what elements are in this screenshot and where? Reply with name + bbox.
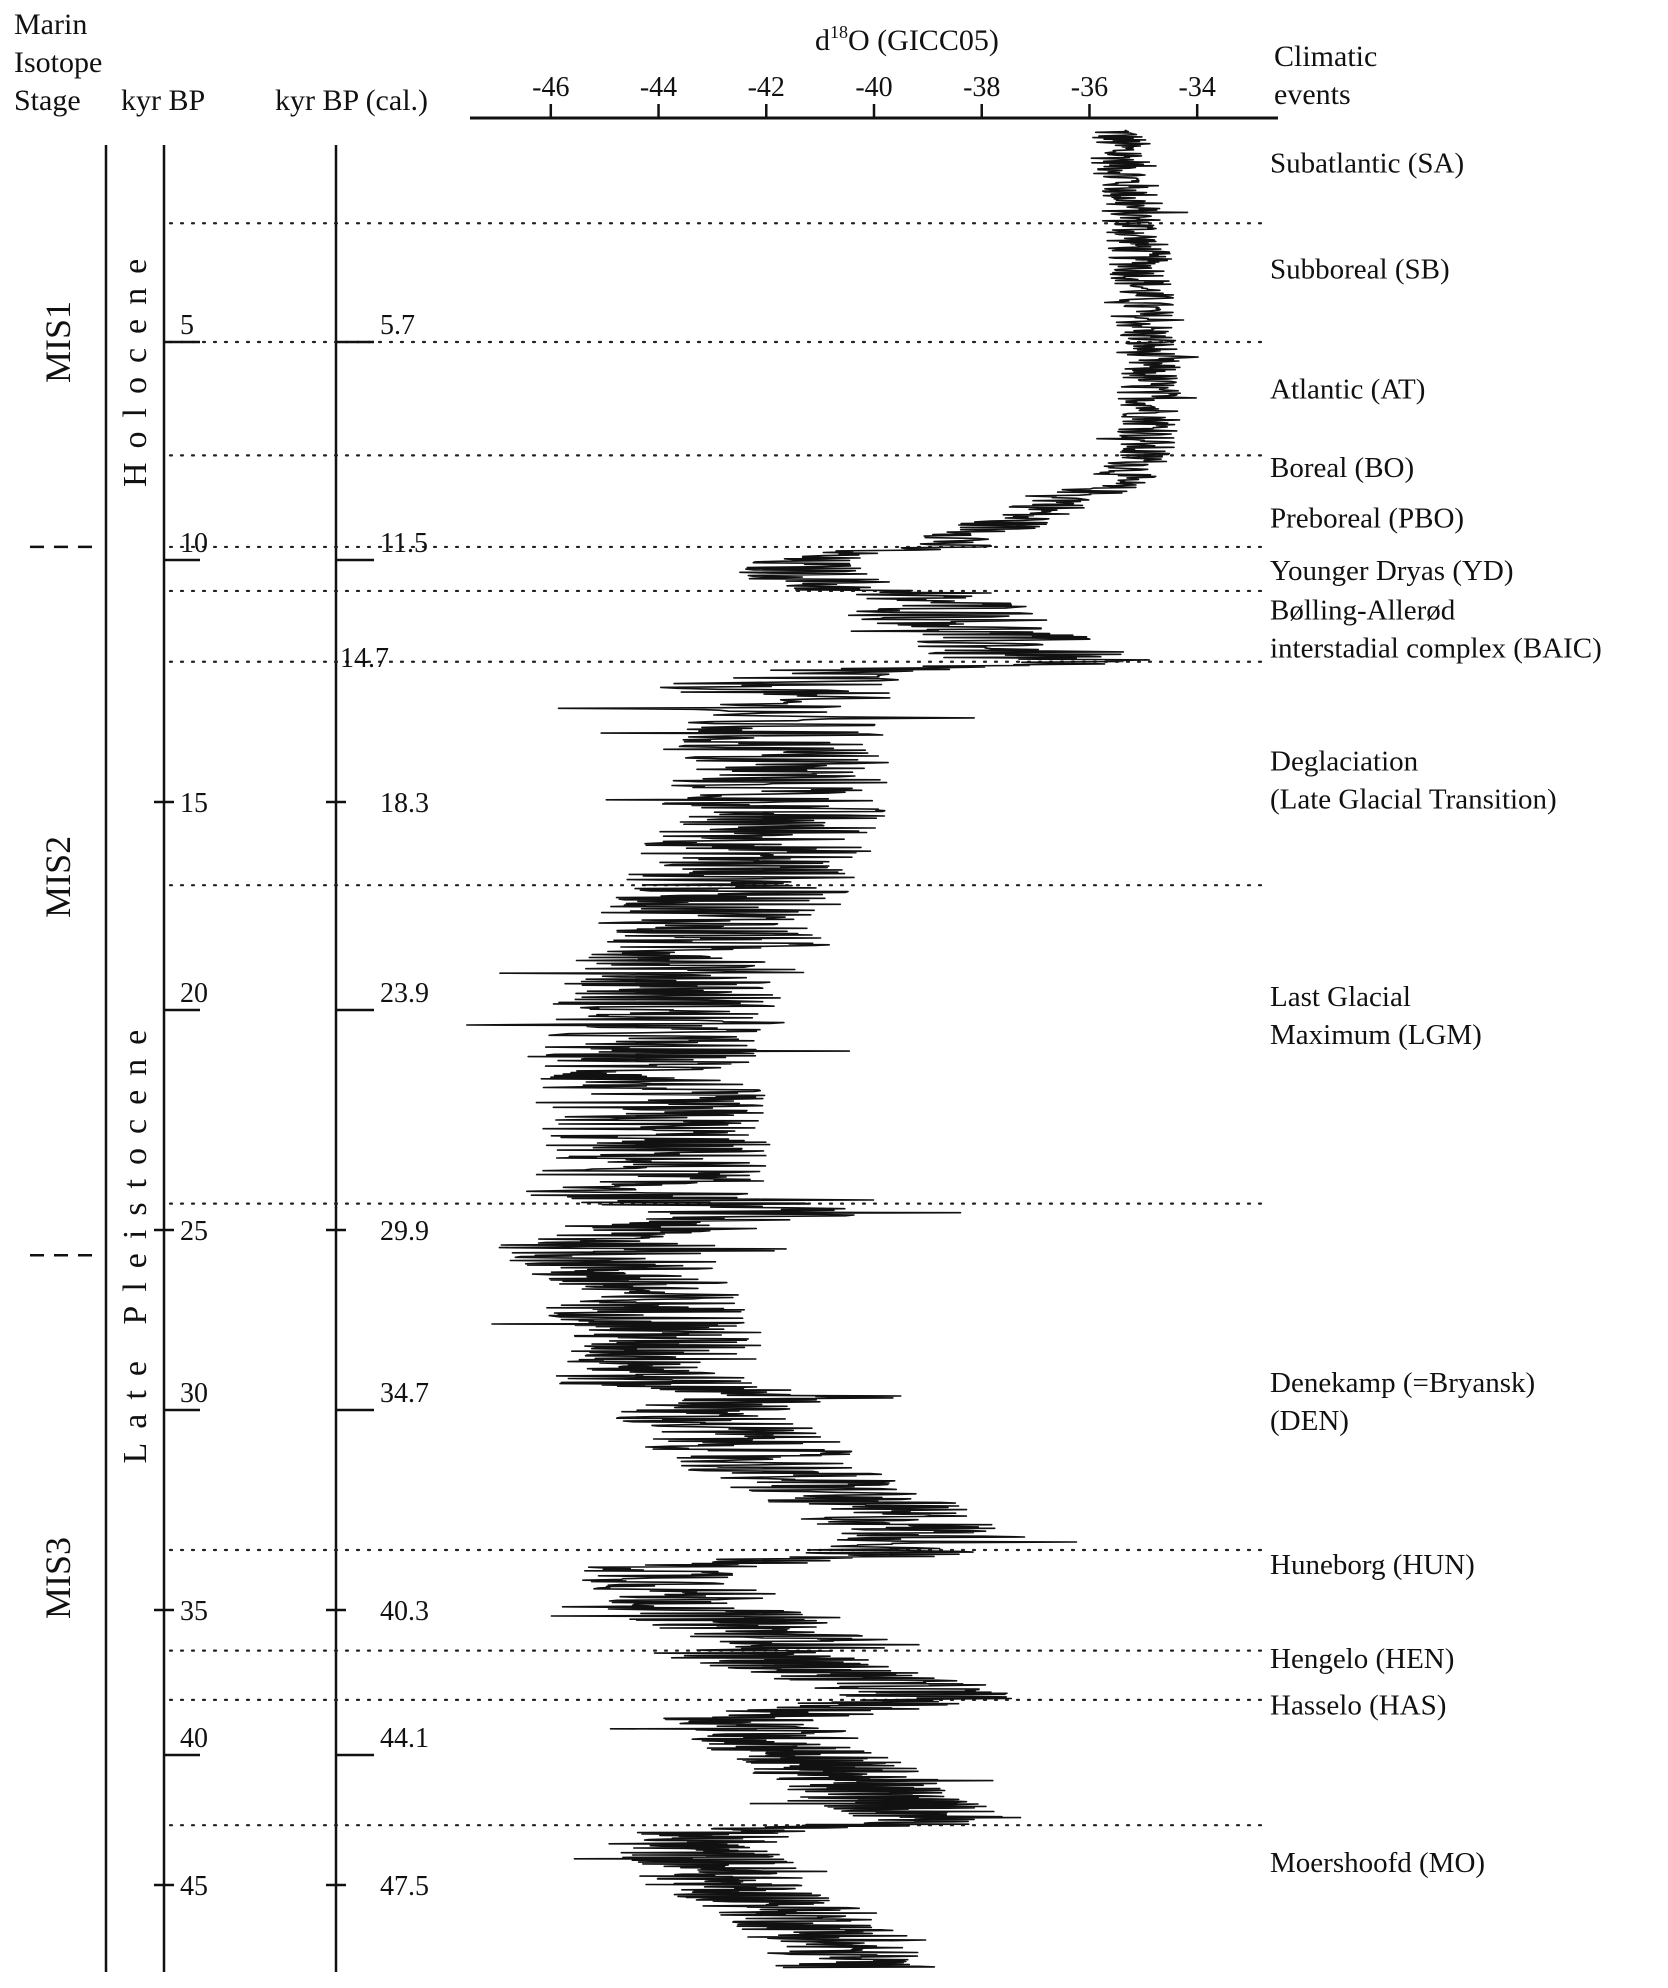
kyr-cal-tick-label: 14.7 [340,643,389,674]
kyr-cal-tick-label: 34.7 [380,1378,429,1409]
stage-header-line3: Stage [14,84,81,117]
event-label: Hengelo (HEN) [1270,1643,1454,1675]
event-label-line: Moershoofd (MO) [1270,1847,1485,1879]
event-label: Preboreal (PBO) [1270,502,1464,534]
x-axis-title: d18O (GICC05) [815,22,999,57]
event-label-line: Subboreal (SB) [1270,253,1450,285]
stage-label: MIS2 [38,836,78,918]
epoch-label: Late Pleistocene [117,1016,154,1464]
event-label-line: Last Glacial [1270,981,1411,1013]
kyr-tick-label: 40 [180,1723,208,1754]
event-label: Younger Dryas (YD) [1270,555,1514,587]
epoch-label: Holocene [117,245,154,487]
event-label-line: Boreal (BO) [1270,452,1414,484]
event-label: Bølling-Allerød interstadial complex (BAI… [1270,595,1602,665]
event-label-line: Huneborg (HUN) [1270,1549,1475,1581]
kyr-tick-label: 45 [180,1871,208,1902]
event-label-line: Atlantic (AT) [1270,374,1425,406]
event-label: Atlantic (AT) [1270,374,1425,406]
kyr-cal-tick-label: 5.7 [380,310,415,341]
event-label-line: Subatlantic (SA) [1270,147,1464,179]
kyr-cal-header: kyr BP (cal.) [275,84,428,117]
stage-header-line2: Isotope [14,46,102,79]
kyr-tick-label: 15 [180,788,208,819]
event-label-line: Maximum (LGM) [1270,1019,1482,1051]
stage-label: MIS3 [38,1537,78,1619]
event-label: Last Glacial Maximum (LGM) [1270,981,1482,1051]
event-label: Hasselo (HAS) [1270,1689,1446,1721]
event-label-line: Hengelo (HEN) [1270,1643,1454,1675]
age-axes: 5 5.7 10 11.5 14.7 15 18.3 20 23.9 25 29.9 30 34.7 35… [154,310,429,1902]
kyr-header: kyr BP [121,84,205,117]
kyr-cal-tick-label: 47.5 [380,1871,429,1902]
event-label-line: Younger Dryas (YD) [1270,555,1514,587]
kyr-tick-label: 10 [180,528,208,559]
climatic-event-labels: Subatlantic (SA) Subboreal (SB) Atlantic (… [1270,147,1602,1879]
climatic-header-line2: events [1274,78,1351,111]
x-axis-title-sup: 18 [830,22,848,42]
event-label: Huneborg (HUN) [1270,1549,1475,1581]
d18o-series-line [466,129,1199,1969]
event-label: Subboreal (SB) [1270,253,1450,285]
event-label: Moershoofd (MO) [1270,1847,1485,1879]
x-tick-label: -38 [963,72,1000,103]
kyr-cal-tick-label: 18.3 [380,788,429,819]
plot-area [466,129,1199,1969]
kyr-cal-tick-label: 11.5 [380,528,428,559]
event-label-line: Bølling-Allerød [1270,595,1456,627]
event-label-line: (Late Glacial Transition) [1270,783,1557,815]
event-label-line: (DEN) [1270,1405,1349,1437]
x-axis-title-rest: O (GICC05) [848,24,999,57]
x-axis-title-main: d [815,24,830,57]
event-label-line: Denekamp (=Bryansk) [1270,1367,1535,1399]
kyr-cal-tick-label: 44.1 [380,1723,429,1754]
stage-header-line1: Marin [14,8,87,41]
x-tick-label: -34 [1179,72,1216,103]
stage-and-epoch-labels: MIS1 MIS2 MIS3 Holocene Late Pleistocene [38,245,154,1619]
event-label-line: Preboreal (PBO) [1270,502,1464,534]
event-label: Deglaciation (Late Glacial Transition) [1270,745,1557,815]
kyr-tick-label: 5 [180,310,194,341]
x-tick-label: -42 [748,72,785,103]
kyr-tick-label: 35 [180,1596,208,1627]
x-axis-ticks: -46 -44 -42 -40 -38 -36 -34 [532,72,1216,118]
event-label: Denekamp (=Bryansk) (DEN) [1270,1367,1535,1437]
event-label-line: interstadial complex (BAIC) [1270,633,1602,665]
kyr-tick-label: 30 [180,1378,208,1409]
kyr-cal-tick-label: 29.9 [380,1216,429,1247]
event-label: Boreal (BO) [1270,452,1414,484]
x-tick-label: -44 [640,72,677,103]
kyr-cal-tick-label: 23.9 [380,978,429,1009]
x-tick-label: -40 [855,72,892,103]
x-tick-label: -36 [1071,72,1108,103]
kyr-tick-label: 20 [180,978,208,1009]
stage-label: MIS1 [38,301,78,383]
kyr-cal-tick-label: 40.3 [380,1596,429,1627]
kyr-tick-label: 25 [180,1216,208,1247]
climatic-header-line1: Climatic [1274,40,1377,73]
event-label-line: Deglaciation [1270,745,1419,777]
event-label-line: Hasselo (HAS) [1270,1689,1446,1721]
x-tick-label: -46 [532,72,569,103]
event-label: Subatlantic (SA) [1270,147,1464,179]
